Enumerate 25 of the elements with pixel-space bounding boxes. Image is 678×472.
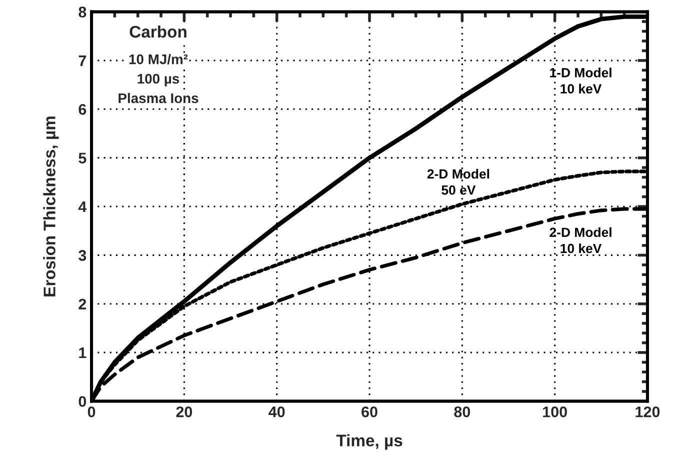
- y-tick-label: 2: [78, 298, 86, 310]
- x-tick-label: 20: [176, 406, 192, 418]
- y-tick-label: 6: [78, 104, 86, 115]
- series-label: 2-D Model 50 eV: [427, 168, 490, 195]
- annotation: Plasma Ions: [118, 92, 198, 104]
- x-tick-label: 120: [636, 406, 660, 418]
- x-tick-label: 40: [268, 406, 285, 418]
- series-label: 1-D Model 10 keV: [550, 68, 612, 94]
- x-axis-title: Time, µs: [336, 434, 402, 450]
- x-tick-label: 60: [362, 406, 378, 418]
- x-tick-label: 100: [543, 406, 567, 418]
- x-tick-label: 80: [454, 406, 470, 418]
- x-tick-label: 0: [88, 406, 96, 418]
- y-tick-label: 8: [78, 6, 86, 18]
- y-tick-label: 1: [79, 348, 86, 358]
- y-tick-label: 5: [78, 152, 86, 164]
- annotation: Carbon: [130, 25, 186, 38]
- annotation: 10 MJ/m²: [129, 54, 188, 64]
- series-label: 2-D Model 10 keV: [550, 227, 612, 254]
- y-tick-label: 7: [78, 56, 86, 66]
- y-tick-label: 0: [78, 396, 86, 407]
- y-tick-label: 3: [78, 250, 86, 261]
- annotation: 100 µs: [138, 74, 180, 86]
- y-tick-label: 4: [78, 202, 87, 212]
- y-axis-title: Erosion Thickness, µm: [43, 116, 59, 296]
